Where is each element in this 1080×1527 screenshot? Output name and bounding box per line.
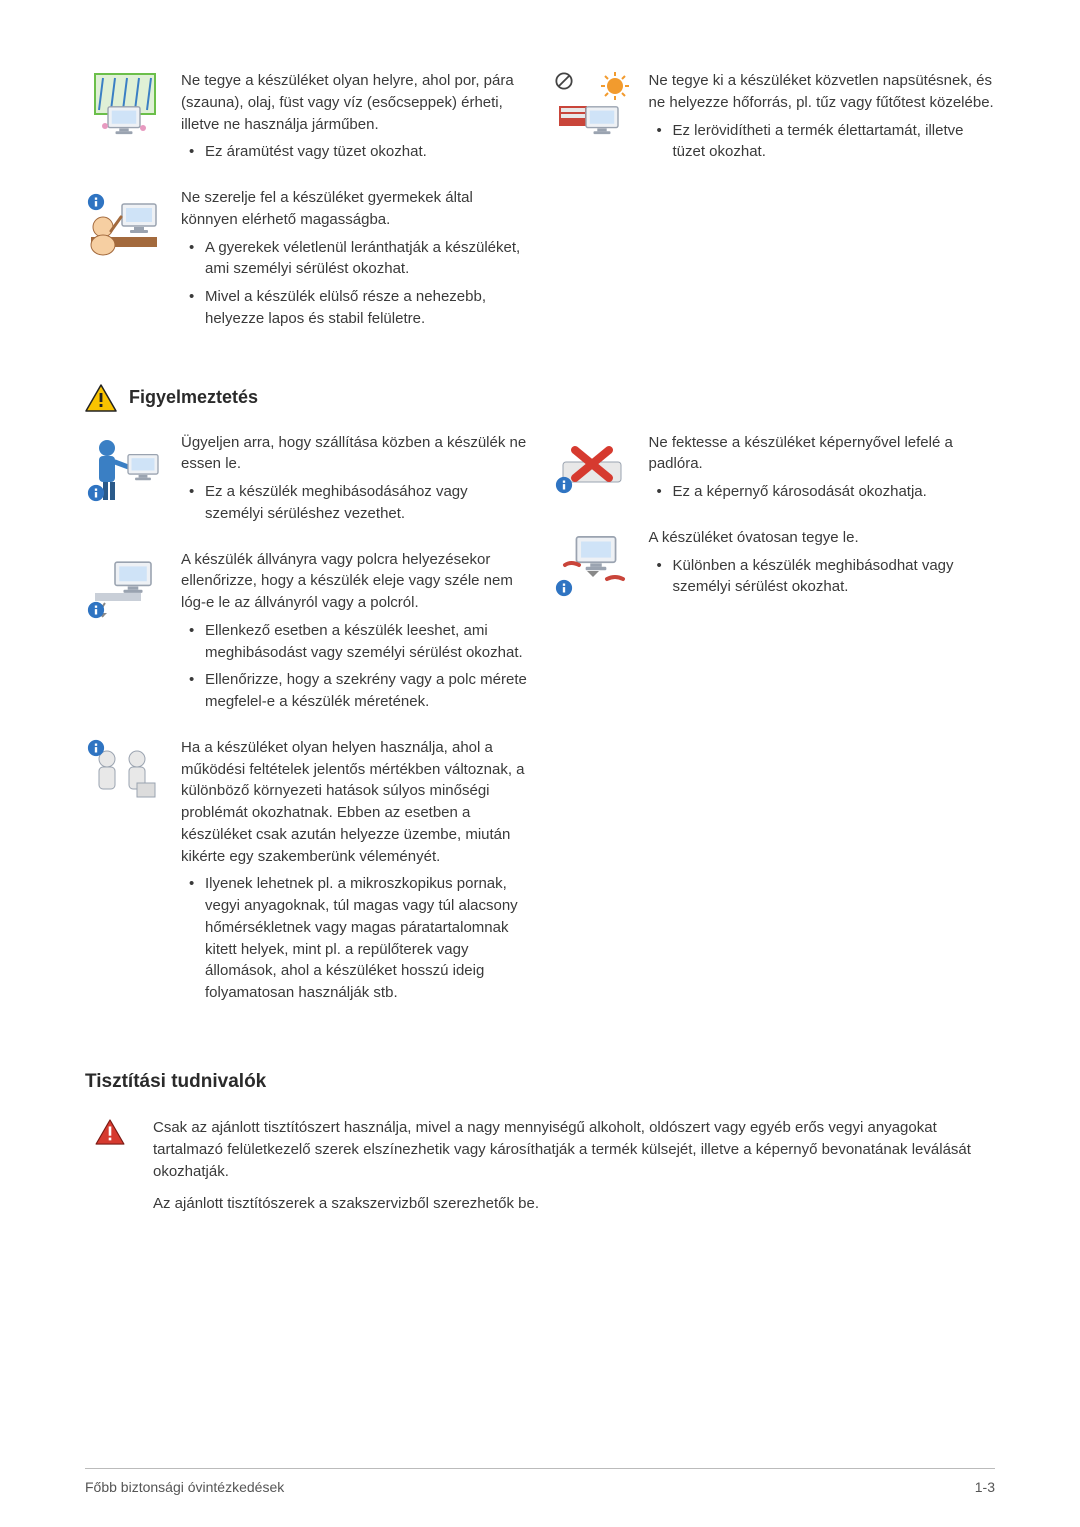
item-bullet: Ez lerövidítheti a termék élettartamát, …	[673, 120, 996, 164]
footer-page-number: 1-3	[975, 1477, 995, 1497]
warning-triangle-red-icon	[95, 1119, 125, 1145]
put-down-icon	[553, 527, 631, 599]
child-reach-icon	[85, 187, 163, 259]
safety-item: Ne tegye a készüléket olyan helyre, ahol…	[85, 70, 528, 169]
item-para: A készülék állványra vagy polcra helyezé…	[181, 549, 528, 614]
safety-item: A készülék állványra vagy polcra helyezé…	[85, 549, 528, 719]
item-bullet: Ellenkező esetben a készülék leeshet, am…	[205, 620, 528, 664]
item-bullet: Ez áramütést vagy tüzet okozhat.	[205, 141, 528, 163]
warning-right-col: Ne fektesse a készüléket képernyővel lef…	[553, 432, 996, 1028]
dust-water-icon	[85, 70, 163, 142]
top-left-col: Ne tegye a készüléket olyan helyre, ahol…	[85, 70, 528, 354]
sun-heat-icon	[553, 70, 631, 142]
item-bullet: Ilyenek lehetnek pl. a mikroszkopikus po…	[205, 873, 528, 1004]
safety-item: Ha a készüléket olyan helyen használja, …	[85, 737, 528, 1010]
item-para: Ne tegye a készüléket olyan helyre, ahol…	[181, 70, 528, 135]
item-para: Ügyeljen arra, hogy szállítása közben a …	[181, 432, 528, 476]
item-para: Ha a készüléket olyan helyen használja, …	[181, 737, 528, 868]
item-bullet: Ez a képernyő károsodását okozhatja.	[673, 481, 996, 503]
safety-item: A készüléket óvatosan tegye le. Különben…	[553, 527, 996, 604]
cleaning-para: Az ajánlott tisztítószerek a szakszerviz…	[153, 1193, 995, 1215]
cleaning-heading: Tisztítási tudnivalók	[85, 1068, 995, 1096]
cleaning-para: Csak az ajánlott tisztítószert használja…	[153, 1117, 995, 1182]
page-footer: Főbb biztonsági óvintézkedések 1-3	[85, 1468, 995, 1497]
shelf-edge-icon	[85, 549, 163, 621]
warning-heading: Figyelmeztetés	[85, 384, 995, 412]
item-bullet: Ellenőrizze, hogy a szekrény vagy a polc…	[205, 669, 528, 713]
item-para: Ne tegye ki a készüléket közvetlen napsü…	[649, 70, 996, 114]
item-bullet: Különben a készülék meghibásodhat vagy s…	[673, 555, 996, 599]
item-bullet: Ez a készülék meghibásodásához vagy szem…	[205, 481, 528, 525]
footer-left: Főbb biztonsági óvintézkedések	[85, 1477, 284, 1497]
safety-item: Ne tegye ki a készüléket közvetlen napsü…	[553, 70, 996, 169]
item-para: Ne szerelje fel a készüléket gyermekek á…	[181, 187, 528, 231]
warning-section: Ügyeljen arra, hogy szállítása közben a …	[85, 432, 995, 1028]
carry-drop-icon	[85, 432, 163, 504]
top-section: Ne tegye a készüléket olyan helyre, ahol…	[85, 70, 995, 354]
cleaning-block: Csak az ajánlott tisztítószert használja…	[85, 1117, 995, 1224]
top-right-col: Ne tegye ki a készüléket közvetlen napsü…	[553, 70, 996, 354]
safety-item: Ne fektesse a készüléket képernyővel lef…	[553, 432, 996, 509]
safety-item: Ügyeljen arra, hogy szállítása közben a …	[85, 432, 528, 531]
warning-heading-text: Figyelmeztetés	[129, 384, 258, 410]
item-para: Ne fektesse a készüléket képernyővel lef…	[649, 432, 996, 476]
item-bullet: Mivel a készülék elülső része a nehezebb…	[205, 286, 528, 330]
warning-left-col: Ügyeljen arra, hogy szállítása közben a …	[85, 432, 528, 1028]
environment-icon	[85, 737, 163, 809]
safety-item: Ne szerelje fel a készüléket gyermekek á…	[85, 187, 528, 336]
caution-triangle-icon	[85, 384, 117, 412]
item-para: A készüléket óvatosan tegye le.	[649, 527, 996, 549]
item-bullet: A gyerekek véletlenül leránthatják a kés…	[205, 237, 528, 281]
face-down-icon	[553, 432, 631, 504]
